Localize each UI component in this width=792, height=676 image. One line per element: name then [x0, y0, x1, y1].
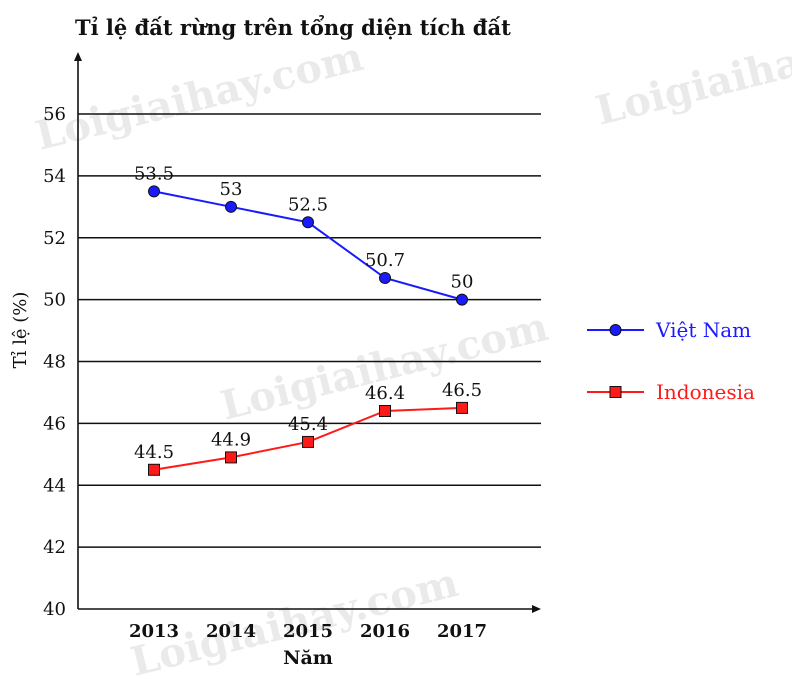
y-tick-label: 42 — [43, 537, 66, 558]
x-tick-label: 2016 — [360, 621, 410, 642]
y-tick-label: 54 — [43, 166, 66, 187]
data-label: 53 — [220, 179, 243, 200]
x-axis-label: Năm — [283, 647, 333, 669]
data-label: 46.4 — [365, 383, 405, 404]
chart-title: Tỉ lệ đất rừng trên tổng diện tích đất — [75, 15, 511, 40]
x-axis-arrow — [532, 605, 541, 613]
legend-marker — [609, 324, 622, 336]
legend-item-indonesia: Indonesia — [587, 380, 755, 404]
data-label: 44.9 — [211, 429, 251, 450]
x-tick-label: 2013 — [129, 621, 179, 642]
x-tick-label: 2014 — [206, 621, 256, 642]
legend-marker — [609, 386, 622, 398]
data-point — [148, 185, 160, 198]
data-point — [225, 200, 237, 213]
y-tick-label: 48 — [43, 352, 66, 373]
y-tick-labels: 40 42 44 46 48 50 52 54 56 — [43, 104, 66, 620]
data-label: 50.7 — [365, 250, 405, 271]
data-label: 52.5 — [288, 194, 328, 215]
legend-item-viet-nam: Việt Nam — [587, 318, 751, 342]
gridlines — [78, 113, 541, 548]
y-tick-label: 40 — [43, 599, 66, 620]
data-label: 53.5 — [134, 163, 174, 184]
legend: Việt Nam Indonesia — [587, 318, 755, 404]
x-tick-labels: 2013 2014 2015 2016 2017 — [129, 621, 487, 642]
data-point — [302, 216, 314, 229]
data-label: 50 — [451, 272, 474, 293]
data-label: 46.5 — [442, 380, 482, 401]
y-tick-label: 44 — [43, 475, 66, 496]
axes — [74, 52, 541, 613]
data-point — [379, 271, 391, 284]
legend-label: Indonesia — [656, 380, 755, 404]
data-point — [302, 435, 314, 448]
y-tick-label: 56 — [43, 104, 66, 125]
legend-label: Việt Nam — [655, 318, 751, 342]
data-point — [148, 463, 160, 476]
data-point — [456, 401, 468, 414]
series-viet-nam: 53.5 53 52.5 50.7 50 — [134, 163, 474, 306]
data-point — [456, 293, 468, 306]
series-indonesia: 44.5 44.9 45.4 46.4 46.5 — [134, 380, 482, 476]
watermark-text: Loigiaihay.com — [591, 8, 792, 135]
y-axis-arrow — [74, 52, 82, 61]
data-label: 45.4 — [288, 414, 328, 435]
data-point — [225, 451, 237, 464]
y-tick-label: 46 — [43, 413, 66, 434]
y-tick-label: 52 — [43, 228, 66, 249]
watermarks: Loigiaihay.com Loigiaihay.comLoigiaihay.c… — [31, 8, 792, 676]
y-tick-label: 50 — [43, 290, 66, 311]
y-axis-label: Tỉ lệ (%) — [10, 292, 31, 369]
data-point — [379, 405, 391, 417]
series-group: 53.5 53 52.5 50.7 50 44.5 44.9 45.4 46.4 46.5 — [134, 163, 482, 476]
data-label: 44.5 — [134, 442, 174, 463]
x-tick-label: 2017 — [437, 621, 487, 642]
x-tick-label: 2015 — [283, 621, 333, 642]
watermark-text: Loigiaihay.com — [31, 33, 368, 160]
